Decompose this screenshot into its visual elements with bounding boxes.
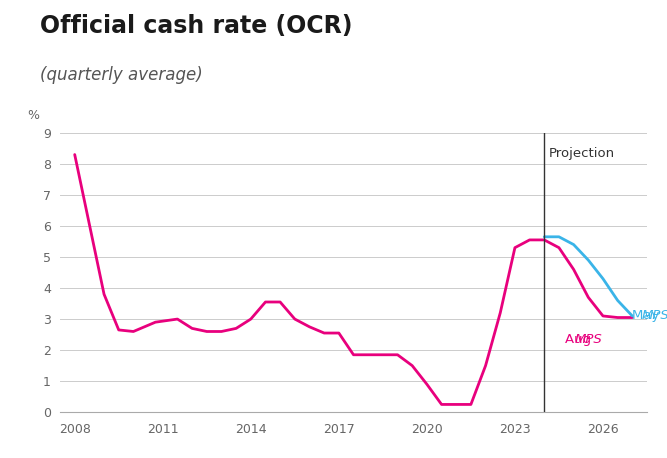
Text: Aug: Aug — [565, 333, 595, 346]
Text: MPS: MPS — [574, 333, 602, 346]
Text: May: May — [632, 310, 664, 322]
Text: Official cash rate (OCR): Official cash rate (OCR) — [40, 14, 353, 38]
Text: Projection: Projection — [549, 147, 615, 160]
Text: %: % — [28, 109, 40, 122]
Text: MPS: MPS — [642, 310, 667, 322]
Text: (quarterly average): (quarterly average) — [40, 66, 203, 84]
